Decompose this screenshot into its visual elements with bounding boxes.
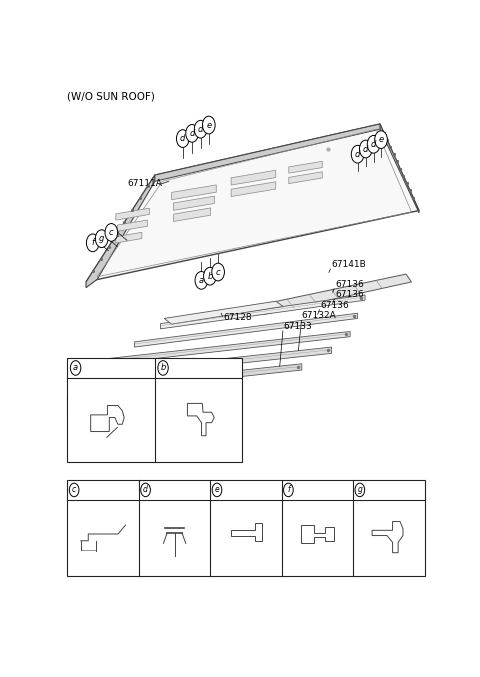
Circle shape (351, 146, 364, 163)
Text: c: c (216, 267, 220, 276)
Polygon shape (155, 124, 380, 181)
Text: 67136: 67136 (335, 280, 364, 289)
Polygon shape (173, 196, 215, 211)
Circle shape (86, 234, 99, 252)
Text: d: d (143, 485, 148, 494)
Text: 50614C: 50614C (154, 485, 186, 494)
Text: e: e (378, 135, 384, 144)
Polygon shape (289, 161, 322, 173)
Text: 67320R: 67320R (297, 485, 329, 494)
Circle shape (195, 271, 208, 289)
Polygon shape (172, 185, 216, 200)
Circle shape (96, 230, 108, 248)
Circle shape (355, 483, 365, 497)
Text: 67320L: 67320L (85, 364, 119, 372)
Polygon shape (231, 171, 276, 185)
Text: 67141B: 67141B (332, 260, 366, 269)
Text: b: b (160, 364, 166, 372)
Circle shape (79, 406, 85, 414)
Text: 67133: 67133 (283, 322, 312, 331)
Text: g: g (358, 485, 362, 494)
Text: b: b (207, 271, 213, 281)
Circle shape (284, 483, 293, 497)
Text: e: e (215, 485, 219, 494)
Polygon shape (116, 209, 149, 220)
Text: (W/O SUN ROOF): (W/O SUN ROOF) (67, 91, 156, 102)
Text: a: a (199, 276, 204, 285)
Bar (67, 357, 242, 462)
Polygon shape (90, 347, 332, 379)
Polygon shape (289, 172, 322, 183)
Text: d: d (198, 125, 204, 133)
Text: 67136: 67136 (335, 290, 364, 299)
Circle shape (120, 414, 126, 422)
Circle shape (212, 483, 222, 497)
Circle shape (177, 130, 189, 148)
Text: f: f (91, 238, 94, 247)
Text: d: d (190, 129, 195, 138)
Circle shape (367, 135, 380, 153)
Polygon shape (173, 208, 211, 221)
Text: 67111A: 67111A (127, 179, 162, 188)
Circle shape (194, 121, 207, 138)
Text: 87241B: 87241B (83, 485, 115, 494)
Text: c: c (109, 228, 114, 237)
Circle shape (212, 263, 225, 281)
Polygon shape (116, 232, 142, 243)
Circle shape (186, 125, 198, 142)
Text: 67136: 67136 (321, 301, 349, 310)
Circle shape (203, 116, 215, 134)
Text: d: d (180, 134, 185, 143)
Text: a: a (73, 364, 78, 372)
Polygon shape (164, 301, 283, 324)
Text: d: d (363, 144, 369, 154)
Circle shape (375, 131, 387, 148)
Circle shape (71, 361, 81, 375)
Circle shape (105, 223, 118, 241)
Circle shape (360, 140, 372, 158)
Text: 67128: 67128 (224, 313, 252, 322)
Text: 67322L: 67322L (173, 364, 206, 372)
Polygon shape (160, 295, 365, 329)
Text: 67310A: 67310A (86, 437, 121, 445)
Circle shape (109, 412, 115, 420)
Circle shape (94, 409, 100, 418)
Text: d: d (355, 150, 360, 158)
Text: d: d (371, 140, 376, 149)
Polygon shape (257, 274, 411, 314)
Circle shape (69, 483, 79, 497)
Polygon shape (108, 332, 350, 364)
Text: e: e (206, 121, 211, 129)
Polygon shape (86, 175, 155, 288)
Text: 67132A: 67132A (302, 311, 336, 320)
Bar (67, 480, 424, 577)
Text: c: c (72, 485, 76, 494)
Polygon shape (134, 313, 358, 347)
Polygon shape (79, 364, 302, 394)
Circle shape (204, 267, 216, 285)
Text: g: g (99, 234, 104, 243)
Polygon shape (67, 396, 172, 434)
Circle shape (158, 361, 168, 375)
Circle shape (141, 483, 150, 497)
Text: 67322R: 67322R (368, 485, 400, 494)
Text: f: f (287, 485, 290, 494)
Polygon shape (231, 181, 276, 196)
Polygon shape (118, 220, 147, 232)
Polygon shape (380, 124, 419, 213)
Polygon shape (86, 124, 419, 282)
Text: 67324: 67324 (225, 485, 252, 494)
